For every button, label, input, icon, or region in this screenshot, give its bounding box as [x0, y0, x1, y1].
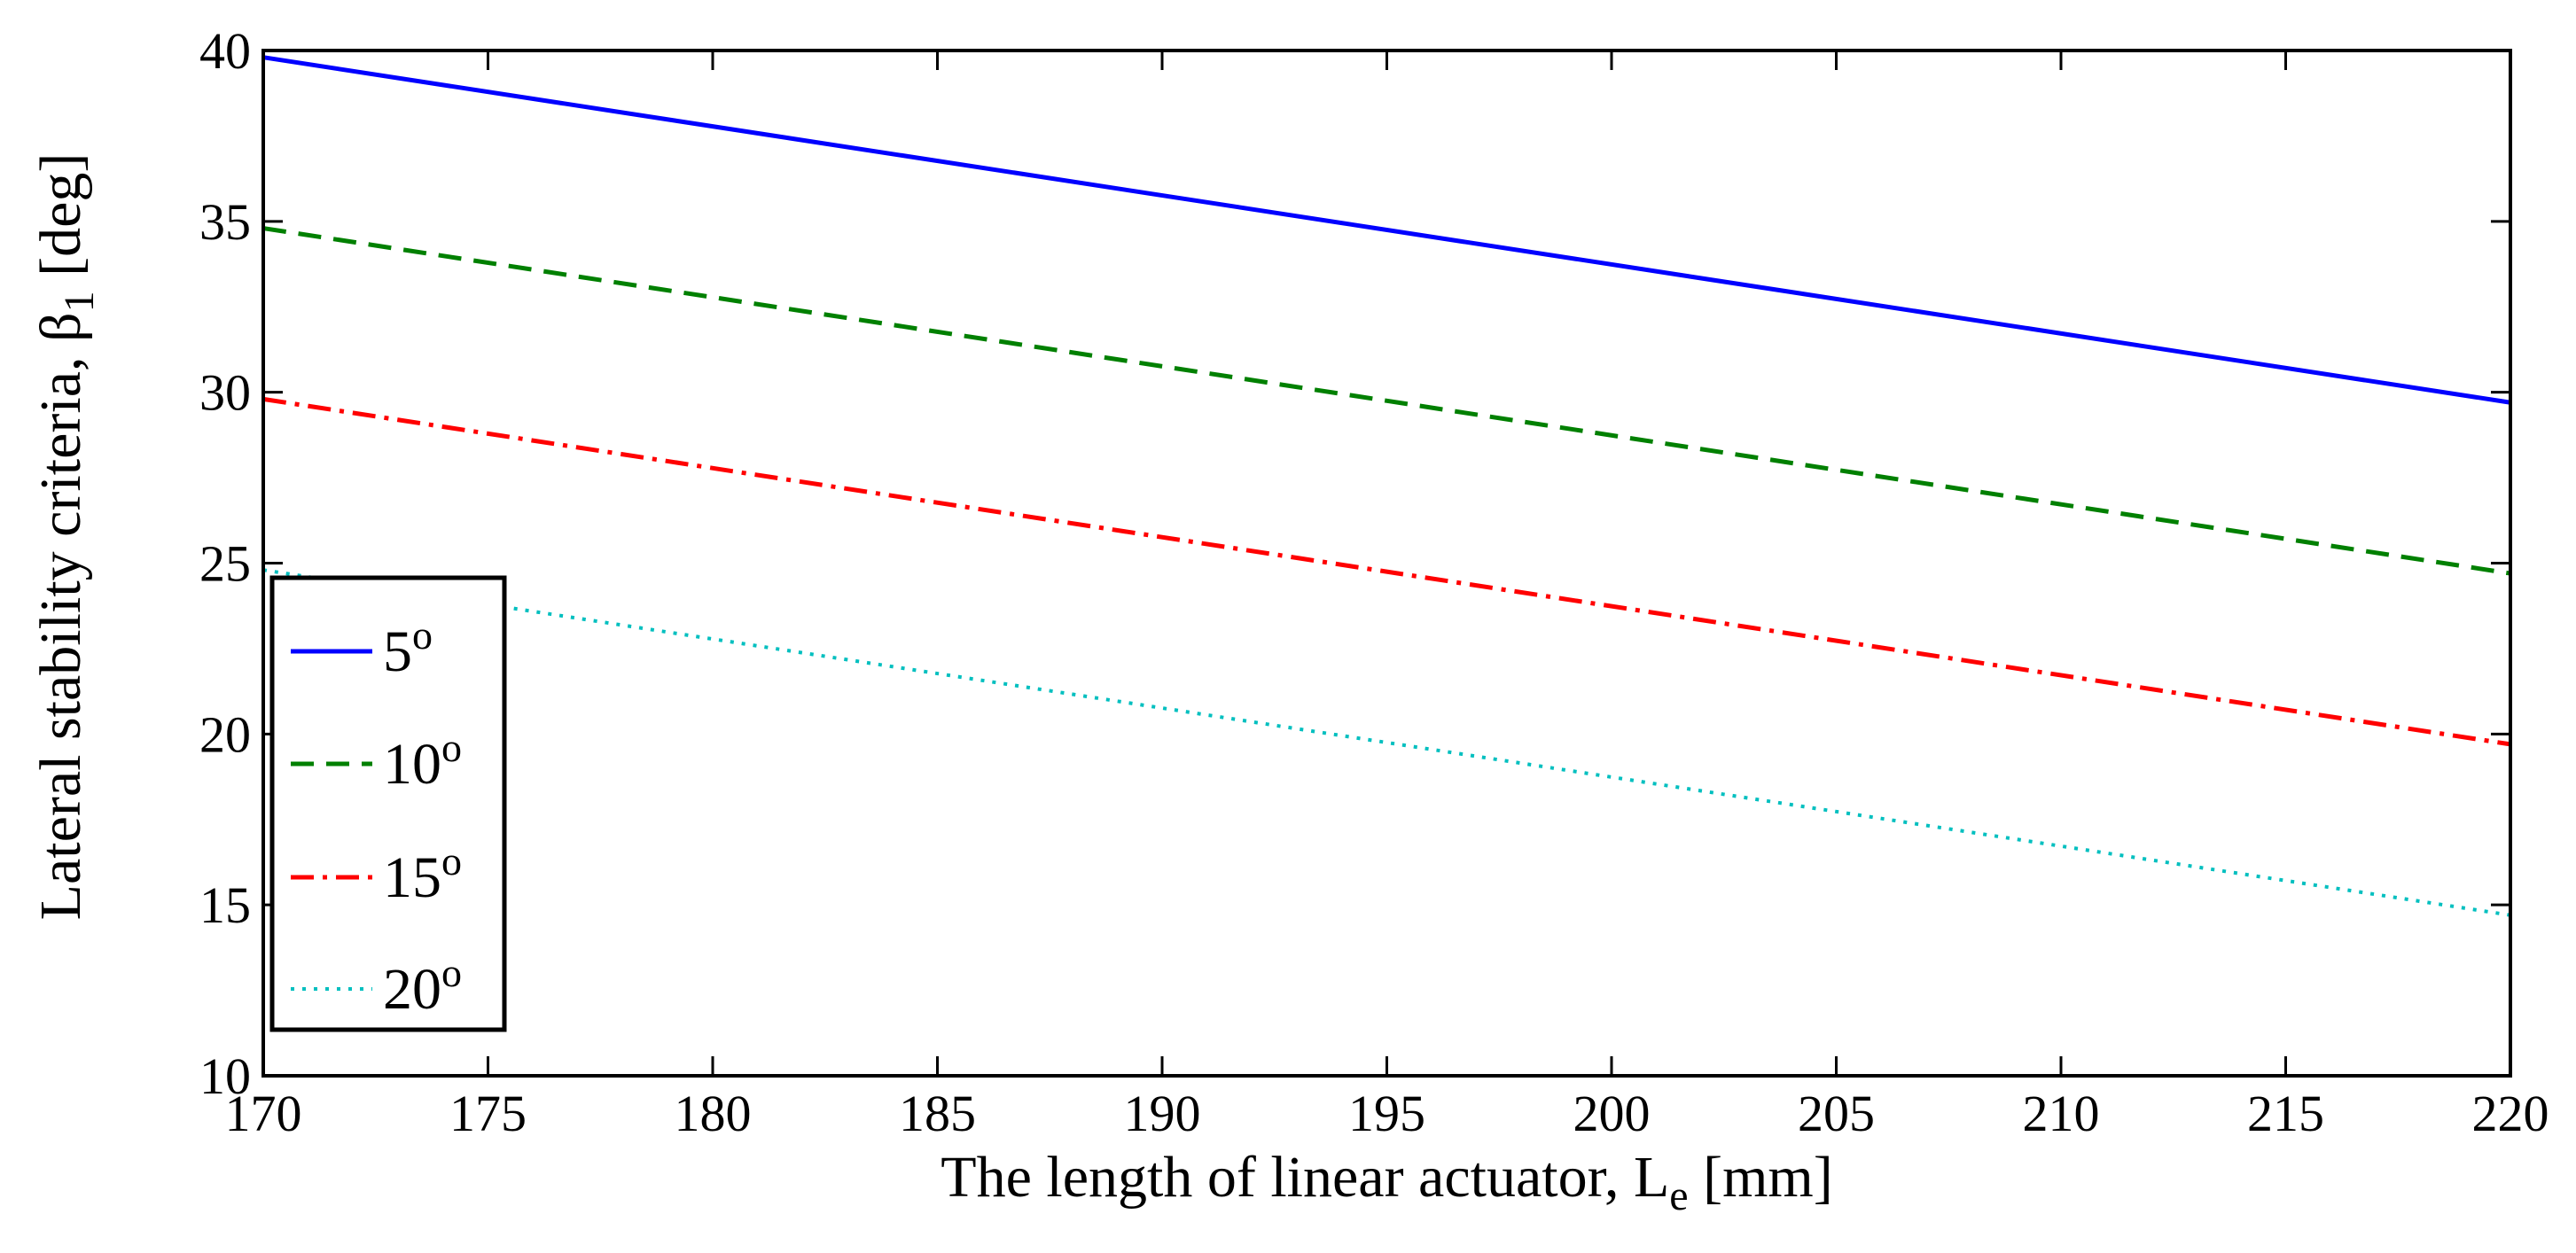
- plot-frame: [262, 49, 2512, 1078]
- x-tick-label: 205: [1798, 1085, 1875, 1142]
- y-tick-label: 30: [199, 364, 251, 422]
- x-tick-label: 190: [1124, 1085, 1201, 1142]
- legend-item-15-deg: 15o: [291, 838, 462, 911]
- y-axis-title-main: Lateral stability criteria, β: [28, 312, 93, 920]
- x-axis-title-unit: [mm]: [1689, 1145, 1833, 1210]
- y-axis-title: Lateral stability criteria, β1 [deg]: [28, 153, 103, 921]
- x-tick-label: 215: [2247, 1085, 2324, 1142]
- legend-item-10-deg: 10o: [291, 725, 462, 798]
- legend-item-20-deg: 20o: [291, 950, 462, 1023]
- y-axis-title-subscript: 1: [56, 291, 103, 312]
- legend-label: 10o: [383, 725, 462, 798]
- x-tick-label: 220: [2472, 1085, 2549, 1142]
- series-layer: [262, 55, 2511, 917]
- y-tick-label: 20: [199, 705, 251, 763]
- series-line-10-deg: [262, 226, 2511, 576]
- plot-area: [263, 51, 2510, 1076]
- y-tick-label: 35: [199, 193, 251, 251]
- y-tick-label: 40: [199, 22, 251, 80]
- x-tick-label: 185: [899, 1085, 976, 1142]
- x-axis-title-main: The length of linear actuator, L: [941, 1145, 1669, 1210]
- x-tick-label: 200: [1573, 1085, 1651, 1142]
- series-line-15-deg: [262, 396, 2511, 747]
- legend-items: 5o 10o 15o 20o: [291, 612, 462, 1023]
- y-axis-title-unit: [deg]: [28, 153, 93, 292]
- y-tick-label: 10: [199, 1047, 251, 1105]
- legend-label: 20o: [383, 950, 462, 1023]
- ticks-layer: 170 175 180 185 190 195 200 205 210 215 220 10 15 20 2…: [199, 22, 2549, 1142]
- legend-item-5-deg: 5o: [291, 612, 433, 685]
- x-tick-label: 210: [2023, 1085, 2100, 1142]
- x-tick-label: 170: [225, 1085, 302, 1142]
- y-tick-label: 25: [199, 535, 251, 593]
- x-axis-title: The length of linear actuator, Le [mm]: [941, 1145, 1832, 1219]
- x-tick-label: 175: [449, 1085, 527, 1142]
- legend-label: 15o: [383, 838, 462, 911]
- x-axis-title-subscript: e: [1669, 1172, 1688, 1219]
- x-tick-label: 195: [1348, 1085, 1425, 1142]
- series-line-5-deg: [262, 55, 2511, 405]
- y-tick-label: 15: [199, 876, 251, 934]
- legend-label: 5o: [383, 612, 433, 685]
- x-tick-label: 180: [675, 1085, 752, 1142]
- legend: 5o 10o 15o 20o: [269, 575, 507, 1032]
